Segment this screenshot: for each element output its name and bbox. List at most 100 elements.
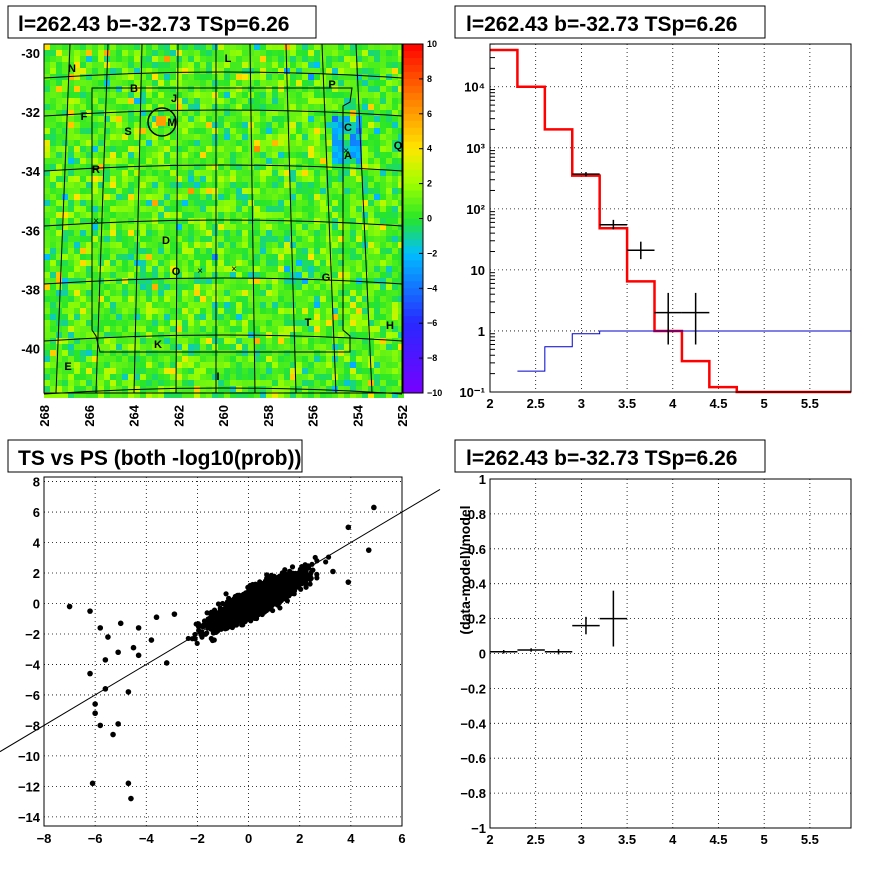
skymap-cell: [326, 122, 332, 128]
colorbar-segment: [403, 134, 423, 143]
scatter-point: [215, 601, 222, 607]
skymap-cell: [266, 206, 272, 212]
skymap-cell: [110, 368, 116, 374]
skymap-cell: [92, 164, 98, 170]
skymap-cell: [50, 218, 56, 224]
skymap-cell: [344, 230, 350, 236]
skymap-cell: [56, 248, 62, 254]
skymap-cell: [206, 266, 212, 272]
skymap-cell: [44, 374, 50, 380]
skymap-cell: [62, 134, 68, 140]
skymap-cell: [362, 128, 368, 134]
skymap-cell: [242, 182, 248, 188]
skymap-cell: [56, 170, 62, 176]
skymap-cell: [302, 80, 308, 86]
skymap-cell: [386, 206, 392, 212]
skymap-cell: [122, 194, 128, 200]
skymap-cell: [284, 224, 290, 230]
skymap-cell: [338, 44, 344, 50]
skymap-cell: [236, 218, 242, 224]
skymap-cell: [272, 254, 278, 260]
colorbar-segment: [403, 127, 423, 136]
skymap-cell: [302, 146, 308, 152]
skymap-cell: [56, 272, 62, 278]
skymap-cell: [218, 344, 224, 350]
skymap-cell: [80, 200, 86, 206]
skymap-cell: [230, 242, 236, 248]
skymap-cell: [398, 116, 404, 122]
skymap-cell: [338, 170, 344, 176]
skymap-cell: [62, 254, 68, 260]
skymap-cell: [224, 182, 230, 188]
skymap-cell: [392, 374, 398, 380]
skymap-cell: [362, 368, 368, 374]
colorbar-segment: [403, 351, 423, 359]
skymap-cell: [86, 344, 92, 350]
skymap-cell: [98, 230, 104, 236]
skymap-cell: [170, 272, 176, 278]
skymap-cell: [164, 92, 170, 98]
skymap-cell: [146, 182, 152, 188]
colorbar-segment: [403, 288, 423, 296]
skymap-cell: [332, 122, 338, 128]
skymap-cell: [98, 104, 104, 110]
skymap-cell: [386, 308, 392, 314]
skymap-cell: [350, 308, 356, 314]
skymap-cell: [302, 260, 308, 266]
skymap-cell: [338, 176, 344, 182]
skymap-cell: [290, 254, 296, 260]
skymap-cell: [194, 140, 200, 146]
skymap-cell: [158, 74, 164, 80]
skymap-cell: [122, 356, 128, 362]
skymap-cell: [236, 98, 242, 104]
skymap-cell: [386, 290, 392, 296]
skymap-cell: [338, 56, 344, 62]
skymap-cell: [338, 74, 344, 80]
skymap-cell: [134, 338, 140, 344]
skymap-cell: [380, 116, 386, 122]
skymap-cell: [92, 248, 98, 254]
skymap-cell: [50, 92, 56, 98]
skymap-cell: [332, 98, 338, 104]
skymap-cell: [338, 296, 344, 302]
skymap-cell: [92, 308, 98, 314]
skymap-cell: [302, 176, 308, 182]
skymap-cell: [278, 74, 284, 80]
skymap-cell: [332, 182, 338, 188]
skymap-cell: [194, 242, 200, 248]
skymap-cell: [134, 98, 140, 104]
skymap-cell: [266, 326, 272, 332]
skymap-cell: [320, 314, 326, 320]
skymap-cell: [122, 134, 128, 140]
skymap-cell: [236, 206, 242, 212]
skymap-cell: [386, 158, 392, 164]
skymap-cell: [80, 146, 86, 152]
skymap-cell: [260, 134, 266, 140]
skymap-cell: [212, 338, 218, 344]
skymap-cell: [86, 308, 92, 314]
skymap-cell: [122, 332, 128, 338]
skymap-cell: [200, 74, 206, 80]
skymap-cell: [230, 272, 236, 278]
skymap-cell: [302, 50, 308, 56]
skymap-cell: [332, 218, 338, 224]
skymap-cell: [116, 206, 122, 212]
skymap-cell: [200, 224, 206, 230]
skymap-cell: [260, 44, 266, 50]
skymap-cell: [86, 356, 92, 362]
skymap-cell: [296, 200, 302, 206]
skymap-cell: [134, 56, 140, 62]
skymap-cell: [380, 44, 386, 50]
skymap-cell: [326, 284, 332, 290]
skymap-cell: [224, 326, 230, 332]
skymap-cell: [86, 134, 92, 140]
skymap-cell: [68, 344, 74, 350]
skymap-cell: [80, 104, 86, 110]
colorbar-segment: [403, 169, 423, 178]
skymap-cell: [188, 92, 194, 98]
skymap-cell: [266, 86, 272, 92]
skymap-cell: [176, 50, 182, 56]
skymap-cell: [272, 170, 278, 176]
skymap-cell: [320, 230, 326, 236]
skymap-cell: [224, 194, 230, 200]
